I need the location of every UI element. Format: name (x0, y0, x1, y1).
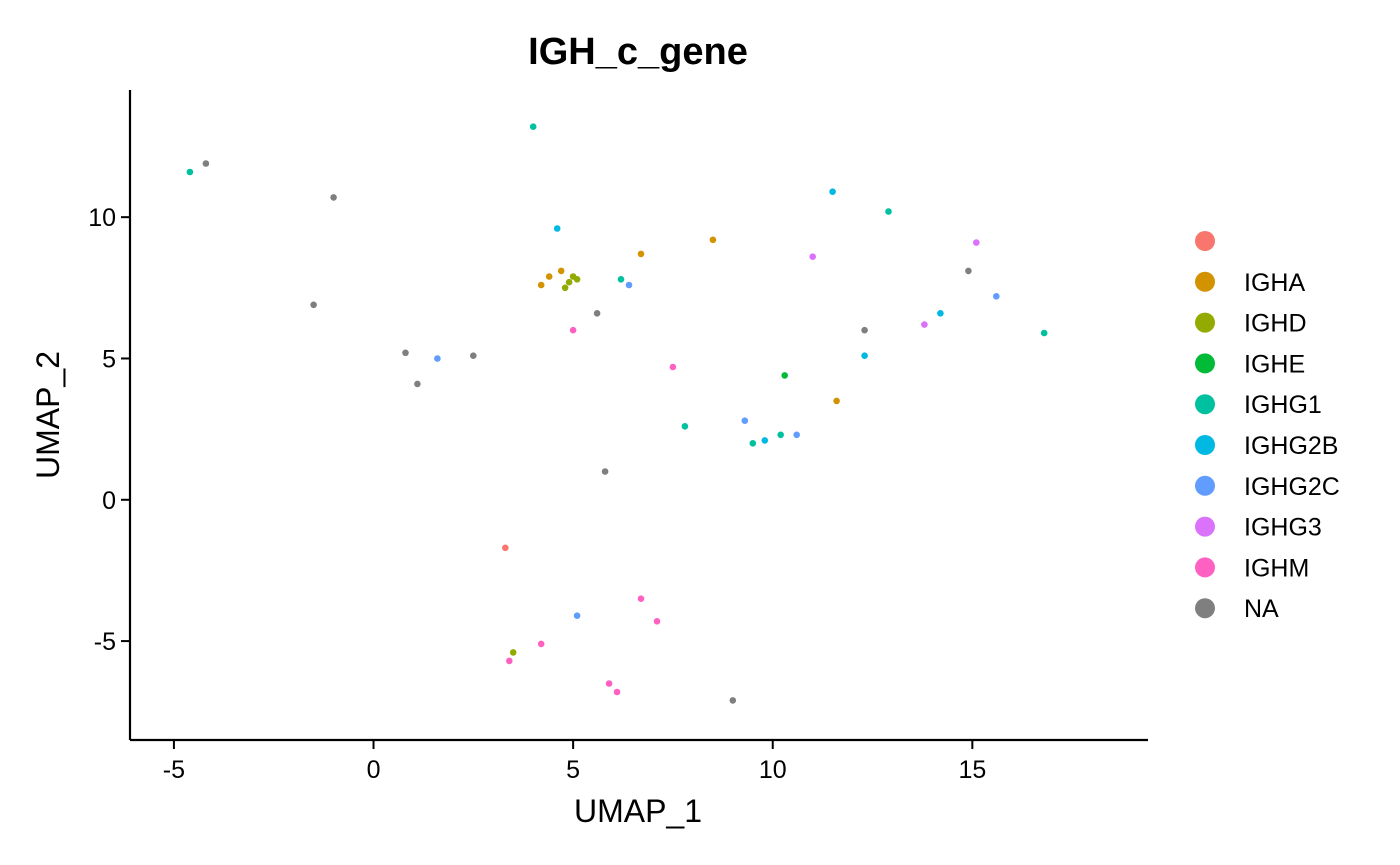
point-igha (537, 281, 545, 289)
legend-key (1195, 271, 1215, 292)
point-ighg1 (617, 276, 625, 283)
point-ighg2b (553, 225, 561, 232)
legend-item: IGHG3 (1195, 514, 1322, 542)
point-ighg2b (861, 352, 868, 360)
point-igha (709, 236, 717, 244)
point-na (402, 349, 409, 357)
point-ighd (565, 278, 573, 286)
x-tick-label: 0 (367, 756, 381, 784)
point-ighm (537, 640, 545, 648)
point-ighg2c (793, 431, 800, 439)
legend-key (1195, 231, 1215, 251)
legend-key (1195, 475, 1215, 496)
x-tick-label: 10 (759, 756, 787, 784)
point-ighg2c (741, 417, 749, 425)
point-ighg2c (573, 612, 581, 619)
point-ighg1 (529, 123, 537, 130)
point-ighm (506, 657, 513, 665)
legend-item (1195, 231, 1215, 251)
legend-item: NA (1195, 595, 1279, 623)
point-ighg2c (625, 281, 633, 289)
point-ighg1 (777, 431, 784, 439)
point-ighg3 (809, 253, 816, 260)
point-unlabeled (502, 544, 509, 552)
legend-key (1195, 557, 1215, 578)
legend-key (1195, 394, 1215, 415)
point-igha (833, 397, 840, 405)
legend-label: NA (1244, 595, 1279, 623)
point-na (729, 697, 737, 704)
y-tick-label: 5 (102, 345, 116, 373)
legend-label: IGHD (1244, 310, 1307, 338)
point-igha (557, 267, 565, 275)
x-axis-label: UMAP_1 (574, 793, 702, 829)
legend-item: IGHM (1195, 554, 1309, 582)
points-layer (186, 123, 1048, 704)
point-ighg1 (186, 168, 194, 176)
point-ighg1 (1040, 329, 1048, 337)
point-ighd (509, 649, 517, 656)
x-tick-label: 5 (566, 756, 580, 784)
point-ighg2c (434, 355, 441, 362)
point-ighg3 (921, 321, 928, 328)
point-ighg2b (829, 188, 836, 195)
point-ighg3 (973, 239, 980, 246)
legend-key (1195, 516, 1215, 537)
y-tick-label: 0 (102, 487, 116, 515)
point-ighm (569, 326, 577, 334)
y-tick-label: -5 (94, 628, 116, 656)
legend-item: IGHG1 (1195, 391, 1322, 419)
legend-key (1195, 435, 1215, 455)
point-ighg1 (681, 423, 689, 430)
point-ighm (653, 618, 661, 625)
point-na (593, 310, 601, 317)
legend-key (1195, 353, 1215, 374)
legend-label: IGHA (1244, 269, 1305, 297)
point-ighg1 (885, 208, 892, 215)
y-tick-label: 10 (88, 204, 116, 232)
point-na (310, 301, 317, 309)
point-na (861, 326, 868, 334)
point-ighm (613, 688, 621, 696)
point-na (414, 380, 421, 388)
point-na (965, 267, 972, 275)
x-tick-label: -5 (163, 756, 185, 784)
legend-item: IGHG2C (1195, 473, 1340, 501)
legend-key (1195, 312, 1215, 333)
point-ighg2c (993, 293, 1000, 300)
chart-title: IGH_c_gene (528, 31, 748, 73)
point-ighd (561, 284, 569, 292)
legend-key (1195, 598, 1215, 619)
point-na (202, 160, 210, 167)
y-axis-label: UMAP_2 (30, 351, 66, 479)
legend-label: IGHE (1244, 350, 1305, 378)
legend-item: IGHA (1195, 269, 1305, 297)
y-axis-ticks: -5 0 5 10 (88, 204, 130, 656)
point-ighd (573, 276, 581, 283)
point-ighg1 (749, 440, 757, 447)
point-na (601, 468, 609, 475)
point-na (470, 352, 477, 360)
point-ighg2b (761, 437, 769, 444)
legend: IGHA IGHD IGHE IGHG1 IGHG2B IGHG2C IGHG3 IGHM NA (1195, 231, 1340, 623)
legend-item: IGHE (1195, 350, 1305, 378)
legend-label: IGHM (1244, 554, 1309, 582)
x-axis-ticks: -5 0 5 10 15 (163, 740, 986, 784)
legend-item: IGHD (1195, 310, 1307, 338)
x-tick-label: 15 (958, 756, 986, 784)
point-ighm (605, 680, 613, 687)
legend-label: IGHG1 (1244, 391, 1322, 419)
legend-item: IGHG2B (1195, 432, 1338, 460)
legend-label: IGHG3 (1244, 514, 1322, 542)
point-ighg2b (937, 310, 944, 317)
point-igha (637, 250, 645, 258)
legend-label: IGHG2C (1244, 473, 1340, 501)
point-ighe (781, 372, 788, 379)
point-ighm (669, 363, 677, 371)
point-igha (545, 273, 553, 280)
point-na (330, 194, 337, 201)
point-ighm (637, 595, 645, 602)
legend-label: IGHG2B (1244, 432, 1338, 460)
